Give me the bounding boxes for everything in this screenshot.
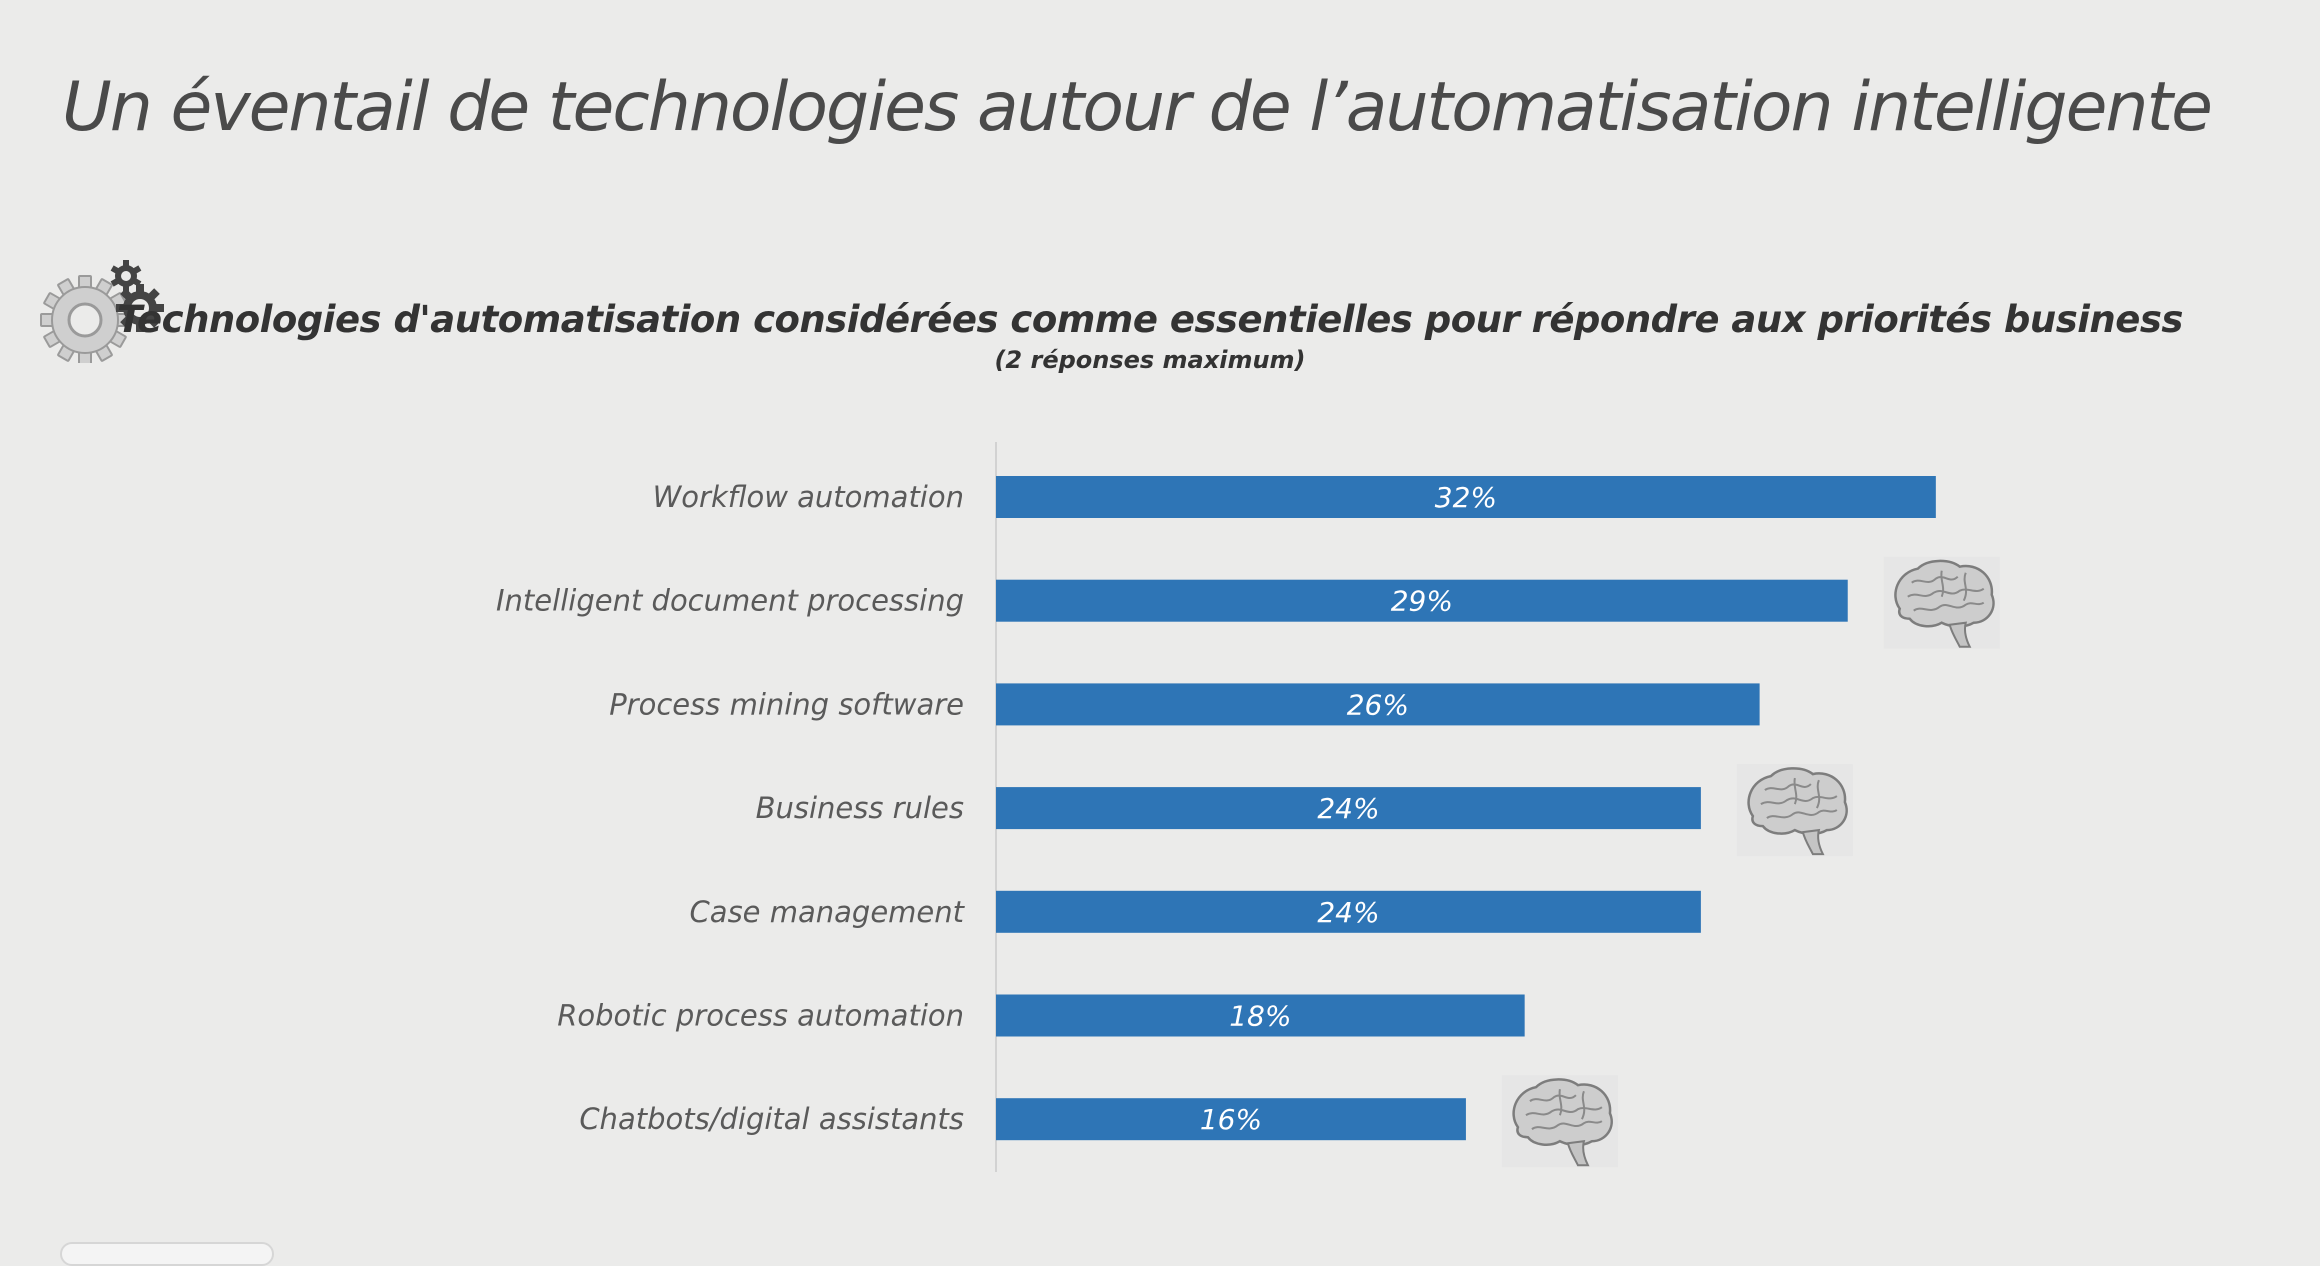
value-label: 16% bbox=[1200, 1103, 1262, 1136]
bar bbox=[996, 787, 1701, 830]
category-label: Chatbots/digital assistants bbox=[579, 1102, 964, 1136]
brain-icon bbox=[1735, 762, 1855, 858]
chart-subtitle: (2 réponses maximum) bbox=[994, 346, 1306, 374]
value-label: 24% bbox=[1317, 792, 1379, 825]
category-label: Case management bbox=[690, 895, 966, 929]
bar bbox=[996, 994, 1525, 1037]
chart-title: Technologies d'automatisation considérée… bbox=[117, 298, 2183, 341]
value-label: 32% bbox=[1435, 481, 1497, 514]
bar bbox=[996, 1098, 1466, 1141]
category-label: Workflow automation bbox=[653, 480, 964, 514]
value-label: 26% bbox=[1347, 688, 1409, 721]
gears-icon bbox=[40, 260, 164, 363]
bar bbox=[996, 476, 1936, 518]
value-label: 24% bbox=[1317, 896, 1379, 929]
footer-tab bbox=[60, 1242, 274, 1266]
brain-icon bbox=[1500, 1073, 1620, 1169]
slide-title: Un éventail de technologies autour de l’… bbox=[62, 68, 2213, 147]
category-label: Process mining software bbox=[609, 687, 964, 721]
category-label: Business rules bbox=[756, 791, 964, 825]
bar bbox=[996, 683, 1760, 726]
bar bbox=[996, 579, 1848, 622]
category-label: Robotic process automation bbox=[557, 999, 964, 1033]
value-label: 29% bbox=[1391, 585, 1453, 618]
bar bbox=[996, 890, 1701, 933]
category-label: Intelligent document processing bbox=[496, 584, 964, 618]
brain-icon bbox=[1882, 555, 2001, 650]
value-label: 18% bbox=[1229, 1000, 1291, 1033]
